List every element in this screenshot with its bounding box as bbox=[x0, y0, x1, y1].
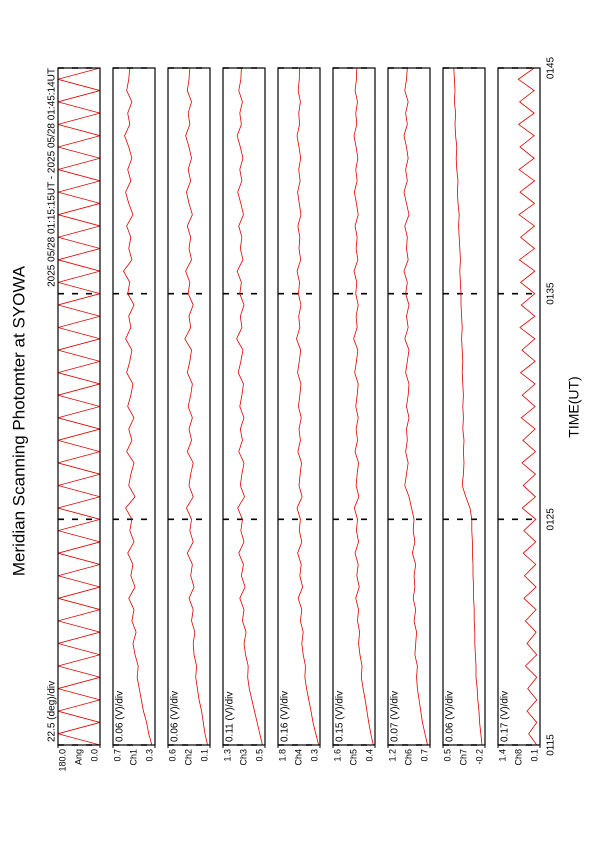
scale-label: 22.5 (deg)/div bbox=[47, 681, 58, 742]
y-tick-label: 1.3 bbox=[222, 749, 232, 762]
y-tick-label: 1.6 bbox=[332, 749, 342, 762]
unit-label: Ch3 bbox=[238, 749, 248, 766]
panel-frame bbox=[277, 67, 321, 746]
trace bbox=[58, 68, 100, 745]
rotated-plot: Meridian Scanning Photomter at SYOWA 202… bbox=[9, 56, 581, 771]
y-tick-label: 0.7 bbox=[112, 749, 122, 762]
y-tick-label: 0.1 bbox=[529, 749, 539, 762]
y-tick-label: 1.8 bbox=[277, 749, 287, 762]
unit-label: Ch7 bbox=[458, 749, 468, 766]
trace bbox=[296, 68, 319, 745]
y-tick-label: 0.4 bbox=[364, 749, 374, 762]
panel-frame bbox=[57, 67, 101, 746]
scale-label: 0.06 (V)/div bbox=[170, 691, 181, 742]
x-tick-label: 0145 bbox=[546, 56, 557, 79]
trace bbox=[184, 68, 208, 745]
unit-label: Ch4 bbox=[293, 749, 303, 766]
scale-label: 0.11 (V)/div bbox=[225, 692, 236, 742]
x-tick-label: 0125 bbox=[546, 508, 557, 531]
y-tick-label: 180.0 bbox=[57, 749, 67, 772]
unit-label: Ch8 bbox=[513, 749, 523, 766]
unit-label: Ch5 bbox=[348, 749, 358, 766]
trace bbox=[403, 68, 428, 745]
y-tick-label: 0.0 bbox=[89, 749, 99, 762]
panel-frame bbox=[112, 67, 156, 746]
panel-frame bbox=[222, 67, 266, 746]
scale-label: 0.15 (V)/div bbox=[335, 691, 346, 742]
unit-label: Ch6 bbox=[403, 749, 413, 766]
y-tick-label: -0.2 bbox=[474, 749, 484, 765]
scale-label: 0.16 (V)/div bbox=[280, 691, 291, 742]
scale-label: 0.07 (V)/div bbox=[390, 691, 401, 742]
y-tick-label: 0.3 bbox=[144, 749, 154, 762]
x-tick-label: 0135 bbox=[546, 282, 557, 305]
panel-frame bbox=[497, 67, 541, 746]
unit-label: Ang bbox=[73, 749, 83, 765]
trace bbox=[123, 68, 153, 745]
y-tick-label: 0.5 bbox=[254, 749, 264, 762]
scale-label: 0.06 (V)/div bbox=[445, 691, 456, 742]
x-tick-label: 0115 bbox=[546, 734, 557, 756]
scale-label: 0.06 (V)/div bbox=[115, 691, 126, 742]
subtitle: 2025 05/28 01:15:15UT - 2025 05/28 01:45… bbox=[47, 68, 58, 287]
y-tick-label: 1.4 bbox=[497, 749, 507, 762]
unit-label: Ch1 bbox=[128, 749, 138, 766]
y-tick-label: 0.3 bbox=[309, 749, 319, 762]
trace bbox=[353, 68, 374, 745]
chart-title: Meridian Scanning Photomter at SYOWA bbox=[9, 265, 28, 576]
y-tick-label: 0.7 bbox=[419, 749, 429, 762]
x-axis-label: TIME(UT) bbox=[566, 376, 582, 437]
scale-label: 0.17 (V)/div bbox=[500, 691, 511, 742]
y-tick-label: 0.6 bbox=[167, 749, 177, 762]
trace bbox=[236, 68, 263, 745]
y-tick-label: 0.1 bbox=[199, 749, 209, 762]
panel-frame bbox=[332, 67, 376, 746]
y-tick-label: 0.5 bbox=[442, 749, 452, 762]
trace bbox=[453, 68, 483, 745]
y-tick-label: 1.2 bbox=[387, 749, 397, 762]
panel-frame bbox=[167, 67, 211, 746]
panel-frame bbox=[387, 67, 431, 746]
panel-frame bbox=[442, 67, 486, 746]
unit-label: Ch2 bbox=[183, 749, 193, 766]
trace bbox=[517, 68, 538, 745]
